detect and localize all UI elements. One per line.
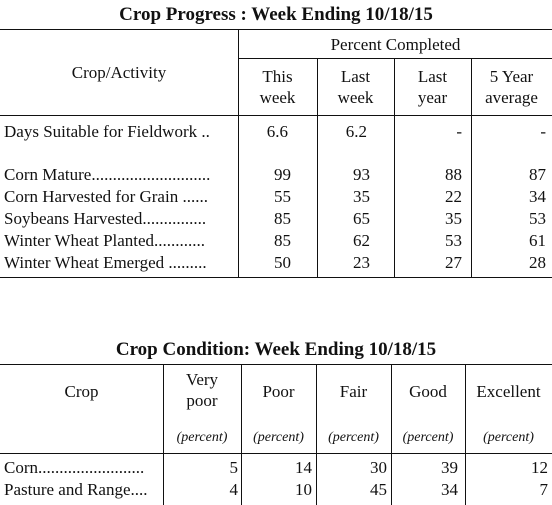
condition-divider-5 bbox=[465, 364, 466, 505]
very-poor-header: Very poor bbox=[185, 370, 219, 410]
last-year-header: Last year bbox=[417, 67, 448, 107]
good-header: Good bbox=[409, 382, 447, 401]
progress-divider-4 bbox=[471, 58, 472, 277]
progress-divider-3 bbox=[394, 58, 395, 277]
percent-completed-rule bbox=[238, 58, 552, 59]
unit-label: (percent) bbox=[402, 430, 454, 445]
five-year-average-header: 5 Year average bbox=[485, 67, 538, 107]
crop-activity-header: Crop/Activity bbox=[71, 63, 167, 82]
progress-bottom-rule bbox=[0, 277, 552, 278]
unit-label: (percent) bbox=[253, 430, 304, 445]
poor-header: Poor bbox=[262, 382, 295, 401]
unit-label: (percent) bbox=[483, 430, 534, 445]
percent-completed-header: Percent Completed bbox=[330, 35, 461, 54]
unit-label: (percent) bbox=[328, 430, 379, 445]
condition-divider-2 bbox=[241, 364, 242, 505]
condition-title: Crop Condition: Week Ending 10/18/15 bbox=[115, 339, 437, 360]
condition-top-rule bbox=[0, 364, 552, 365]
excellent-header: Excellent bbox=[476, 382, 541, 401]
condition-divider-1 bbox=[163, 364, 164, 505]
progress-divider-2 bbox=[317, 58, 318, 277]
crop-header: Crop bbox=[64, 382, 99, 401]
progress-divider-1 bbox=[238, 29, 239, 277]
progress-header-rule bbox=[0, 115, 552, 116]
last-week-header: Last week bbox=[337, 67, 374, 107]
condition-divider-3 bbox=[316, 364, 317, 505]
unit-label: (percent) bbox=[176, 430, 228, 445]
condition-divider-4 bbox=[391, 364, 392, 505]
progress-title: Crop Progress : Week Ending 10/18/15 bbox=[119, 4, 433, 25]
progress-top-rule bbox=[0, 29, 552, 30]
condition-header-rule bbox=[0, 453, 552, 454]
this-week-header: This week bbox=[259, 67, 296, 107]
fair-header: Fair bbox=[339, 382, 368, 401]
